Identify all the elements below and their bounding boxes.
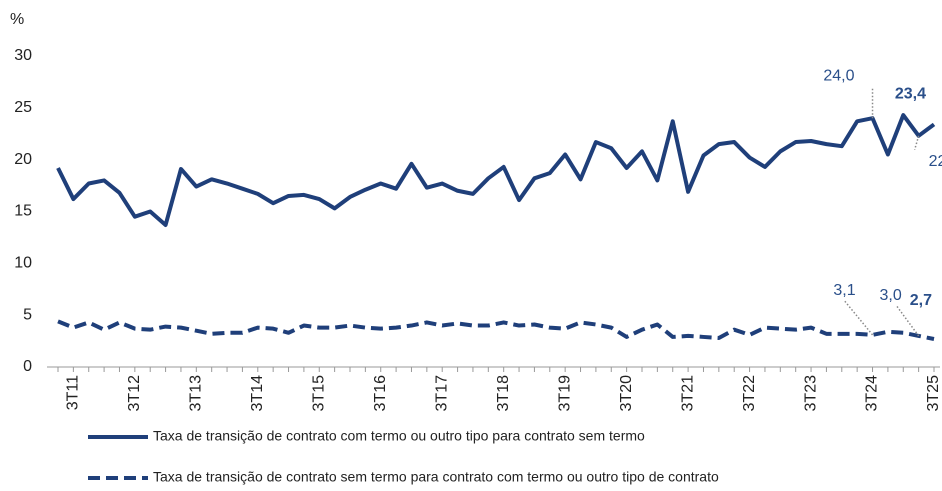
x-tick-label: 3T24 bbox=[864, 375, 881, 412]
x-tick-label: 3T21 bbox=[679, 375, 696, 412]
x-tick-label: 3T11 bbox=[65, 375, 82, 410]
data-label: 3,0 bbox=[880, 287, 902, 304]
y-tick-label: 20 bbox=[14, 151, 32, 168]
x-tick-label: 3T14 bbox=[249, 375, 266, 412]
data-label: 22,3 bbox=[929, 153, 942, 170]
data-label: 24,0 bbox=[823, 67, 854, 84]
x-tick-label: 3T25 bbox=[925, 375, 942, 412]
y-tick-label: 5 bbox=[23, 306, 32, 323]
data-label: 3,1 bbox=[833, 282, 855, 299]
y-tick-label: 30 bbox=[14, 47, 32, 64]
x-tick-label: 3T13 bbox=[188, 375, 205, 412]
series-line bbox=[57, 319, 935, 341]
x-tick-label: 3T23 bbox=[802, 375, 819, 412]
y-tick-label: 25 bbox=[14, 99, 32, 116]
x-tick-label: 3T12 bbox=[126, 375, 143, 412]
y-tick-label: 15 bbox=[14, 203, 32, 220]
x-tick-label: 3T20 bbox=[618, 375, 635, 412]
data-label: 23,4 bbox=[895, 86, 926, 103]
series-line bbox=[56, 113, 936, 227]
x-tick-label: 3T18 bbox=[495, 375, 512, 412]
data-label: 2,7 bbox=[910, 292, 932, 309]
y-axis-label: % bbox=[10, 11, 24, 28]
x-tick-label: 3T19 bbox=[556, 375, 573, 412]
y-tick-label: 0 bbox=[23, 358, 32, 375]
leader-line bbox=[913, 135, 920, 151]
x-tick-label: 3T16 bbox=[372, 375, 389, 412]
leader-line bbox=[896, 305, 920, 337]
x-tick-label: 3T15 bbox=[310, 375, 327, 412]
legend-label: Taxa de transição de contrato com termo … bbox=[153, 428, 645, 444]
x-tick-label: 3T17 bbox=[433, 375, 450, 412]
leader-line bbox=[843, 300, 874, 336]
x-tick-label: 3T22 bbox=[741, 375, 758, 412]
y-tick-label: 10 bbox=[14, 255, 32, 272]
legend-label: Taxa de transição de contrato sem termo … bbox=[153, 469, 719, 485]
